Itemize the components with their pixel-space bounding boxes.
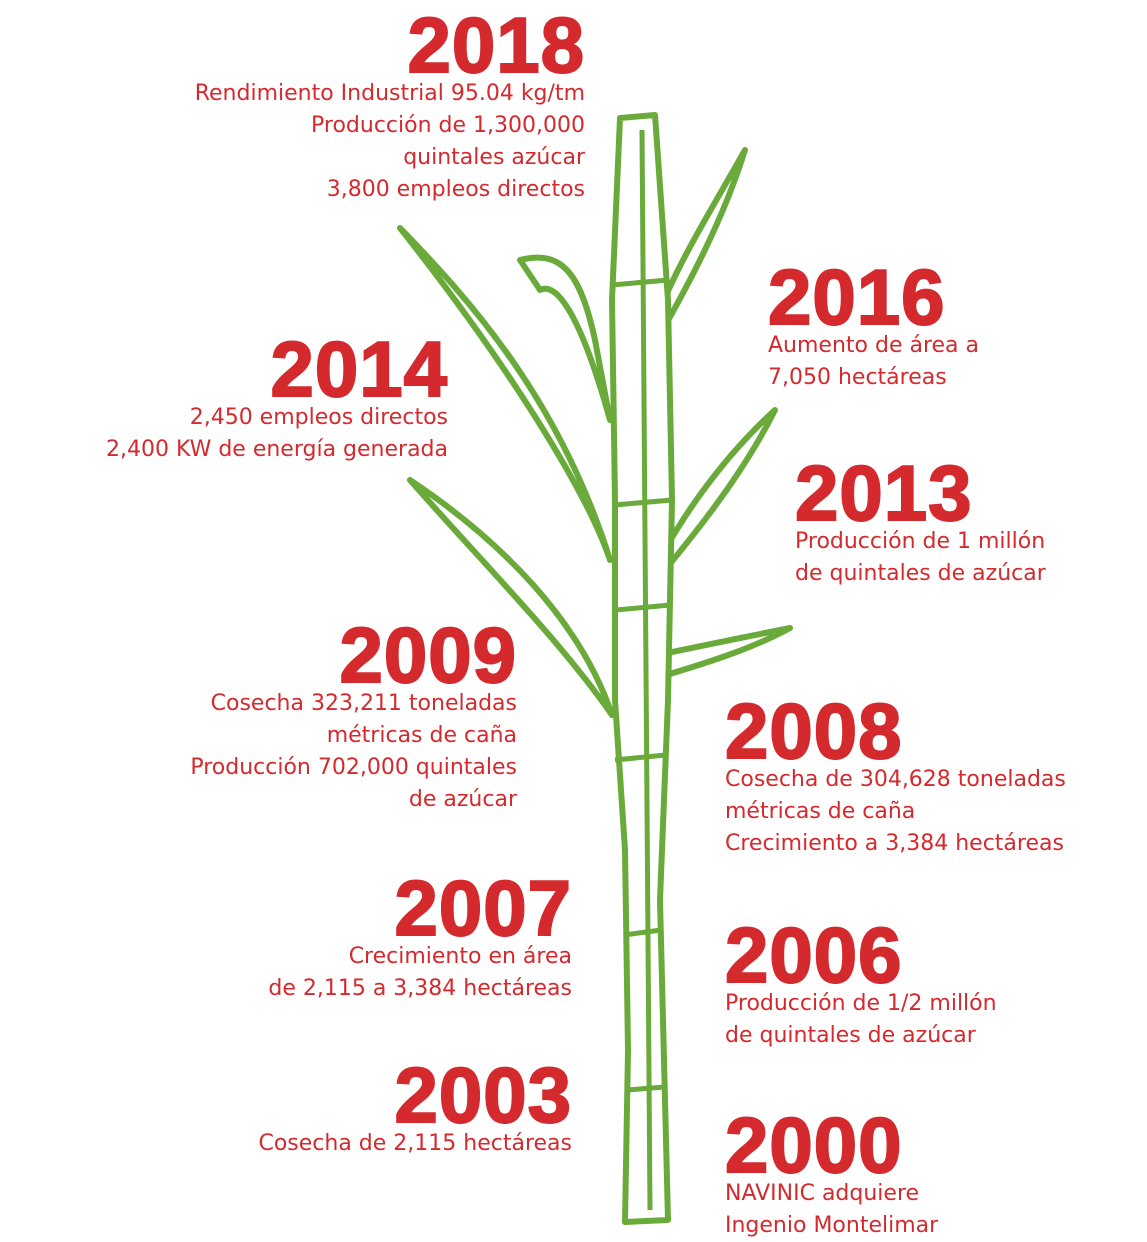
event-text: Cosecha de 2,115 hectáreas xyxy=(258,1131,572,1156)
node xyxy=(614,752,667,763)
event-text: métricas de caña xyxy=(725,799,916,824)
event-text: 7,050 hectáreas xyxy=(768,365,947,390)
event-text: métricas de caña xyxy=(326,723,517,748)
event-text: de 2,115 a 3,384 hectáreas xyxy=(268,976,572,1001)
event-year: 2006 xyxy=(724,911,903,999)
node xyxy=(626,1084,665,1093)
timeline-event: 2006 Producción de 1/2 millón de quintales… xyxy=(724,911,997,1052)
event-text: Crecimiento a 3,384 hectáreas xyxy=(725,831,1064,856)
leaf xyxy=(517,254,613,423)
node xyxy=(623,927,662,938)
event-text: Producción de 1/2 millón xyxy=(725,991,997,1016)
event-year: 2003 xyxy=(393,1051,572,1139)
event-text: Cosecha de 304,628 toneladas xyxy=(725,767,1066,792)
event-year: 2009 xyxy=(338,611,517,699)
event-text: Producción 702,000 quintales xyxy=(190,755,517,780)
timeline-event: 2009 Cosecha 323,211 toneladas métricas de… xyxy=(190,611,517,816)
event-text: Cosecha 323,211 toneladas xyxy=(210,691,517,716)
event-text: Producción de 1,300,000 xyxy=(311,113,585,138)
timeline-event: 2008 Cosecha de 304,628 toneladas métricas… xyxy=(724,687,1066,860)
event-text: Ingenio Montelimar xyxy=(725,1213,939,1238)
node xyxy=(615,602,671,613)
event-text: Producción de 1 millón xyxy=(795,529,1046,554)
event-text: Rendimiento Industrial 95.04 kg/tm xyxy=(194,81,585,106)
timeline-event: 2013 Producción de 1 millón de quintales d… xyxy=(794,449,1046,590)
event-text: de azúcar xyxy=(408,787,517,812)
event-text: 2,400 KW de energía generada xyxy=(105,437,448,462)
timeline-event: 2000 NAVINIC adquiere Ingenio Montelimar xyxy=(724,1101,939,1242)
timeline-event: 2003 Cosecha de 2,115 hectáreas xyxy=(258,1051,572,1160)
timeline-event: 2018 Rendimiento Industrial 95.04 kg/tm Pr… xyxy=(194,1,585,206)
leaf xyxy=(397,225,613,563)
event-text: Aumento de área a xyxy=(768,333,980,358)
event-year: 2013 xyxy=(794,449,973,537)
event-text: NAVINIC adquiere xyxy=(725,1181,920,1206)
event-text: 3,800 empleos directos xyxy=(326,177,585,202)
event-text: quintales azúcar xyxy=(403,145,585,170)
timeline-event: 2014 2,450 empleos directos 2,400 KW de en… xyxy=(105,325,448,466)
event-text: Crecimiento en área xyxy=(348,944,572,969)
stalk-stripe xyxy=(639,129,653,1211)
event-year: 2014 xyxy=(269,325,448,413)
event-year: 2016 xyxy=(767,253,946,341)
stalk xyxy=(609,112,675,1225)
leaf xyxy=(407,477,615,718)
event-text: 2,450 empleos directos xyxy=(189,405,448,430)
event-year: 2008 xyxy=(724,687,903,775)
event-text: de quintales de azúcar xyxy=(725,1023,976,1048)
event-year: 2007 xyxy=(393,864,572,952)
timeline-event: 2016 Aumento de área a 7,050 hectáreas xyxy=(767,253,980,394)
event-year: 2018 xyxy=(406,1,585,89)
node xyxy=(611,277,669,288)
event-text: de quintales de azúcar xyxy=(795,561,1046,586)
event-year: 2000 xyxy=(724,1101,903,1189)
timeline-event: 2007 Crecimiento en área de 2,115 a 3,384 … xyxy=(268,864,572,1005)
